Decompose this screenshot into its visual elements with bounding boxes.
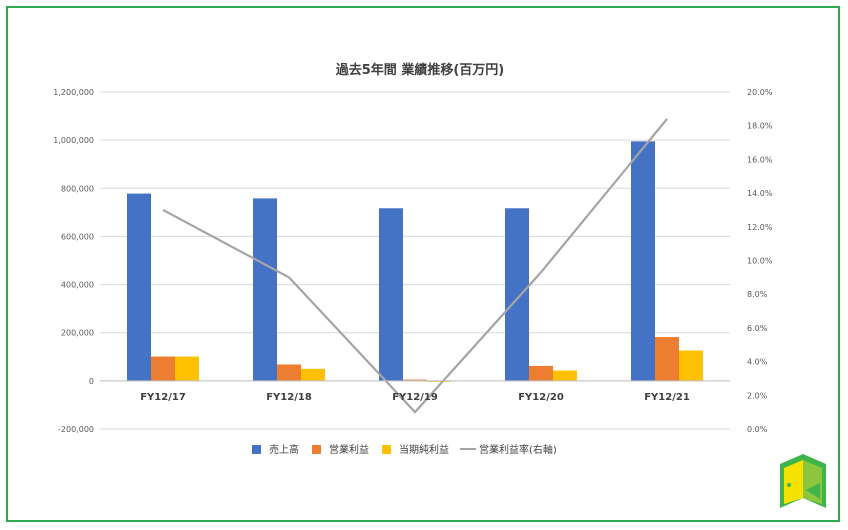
bar <box>301 368 325 381</box>
legend-label: 営業利益率(右軸) <box>479 443 557 456</box>
right-tick-label: 6.0% <box>747 324 768 333</box>
left-tick-label: 200,000 <box>61 329 94 338</box>
bar <box>175 356 199 381</box>
left-axis: -200,000 0 200,000 400,000 600,000 800,000 1,0… <box>53 88 94 434</box>
bar <box>379 208 403 381</box>
bar <box>655 337 679 381</box>
left-tick-label: 800,000 <box>61 184 94 193</box>
bar <box>631 141 655 381</box>
legend-label: 営業利益 <box>329 443 369 456</box>
x-axis: FY12/17 FY12/18 FY12/19 FY12/20 FY12/21 <box>100 380 730 403</box>
right-tick-label: 18.0% <box>747 122 773 131</box>
left-tick-label: 600,000 <box>61 232 94 241</box>
series-line <box>162 118 668 414</box>
door-logo-icon <box>780 454 826 508</box>
bar <box>529 365 553 381</box>
right-tick-label: 8.0% <box>747 290 768 299</box>
legend: 売上高 営業利益 当期純利益 営業利益率(右軸) <box>252 443 557 456</box>
bar <box>127 193 151 381</box>
x-tick-label: FY12/17 <box>140 392 186 403</box>
bar <box>505 208 529 381</box>
x-tick-label: FY12/21 <box>644 392 690 403</box>
bars <box>127 141 703 382</box>
bar <box>553 370 577 381</box>
chart-title: 過去5年間 業績推移(百万円) <box>335 62 504 78</box>
right-tick-label: 14.0% <box>747 189 773 198</box>
legend-label: 当期純利益 <box>399 443 449 456</box>
right-tick-label: 4.0% <box>747 358 768 367</box>
bar <box>679 350 703 381</box>
bar <box>403 379 427 381</box>
left-tick-label: 1,200,000 <box>53 88 94 97</box>
legend-swatch <box>312 445 321 454</box>
x-tick-label: FY12/18 <box>266 392 312 403</box>
legend-swatch <box>382 445 391 454</box>
right-tick-label: 10.0% <box>747 257 773 266</box>
left-tick-label: 1,000,000 <box>53 136 94 145</box>
right-axis: 0.0% 2.0% 4.0% 6.0% 8.0% 10.0% 12.0% 14.0% 16.0%… <box>747 88 773 434</box>
x-tick-label: FY12/19 <box>392 392 438 403</box>
x-tick-label: FY12/20 <box>518 392 564 403</box>
bar <box>151 356 175 381</box>
legend-swatch <box>252 445 261 454</box>
bar <box>277 364 301 381</box>
right-tick-label: 16.0% <box>747 155 773 164</box>
left-tick-label: 0 <box>89 377 94 386</box>
right-tick-label: 2.0% <box>747 391 768 400</box>
bar <box>253 198 277 381</box>
chart-frame <box>6 6 840 522</box>
left-tick-label: 400,000 <box>61 281 94 290</box>
left-tick-label: -200,000 <box>58 425 94 434</box>
line-series <box>162 118 668 414</box>
right-tick-label: 12.0% <box>747 223 773 232</box>
right-tick-label: 20.0% <box>747 88 773 97</box>
legend-label: 売上高 <box>269 443 299 456</box>
right-tick-label: 0.0% <box>747 425 768 434</box>
